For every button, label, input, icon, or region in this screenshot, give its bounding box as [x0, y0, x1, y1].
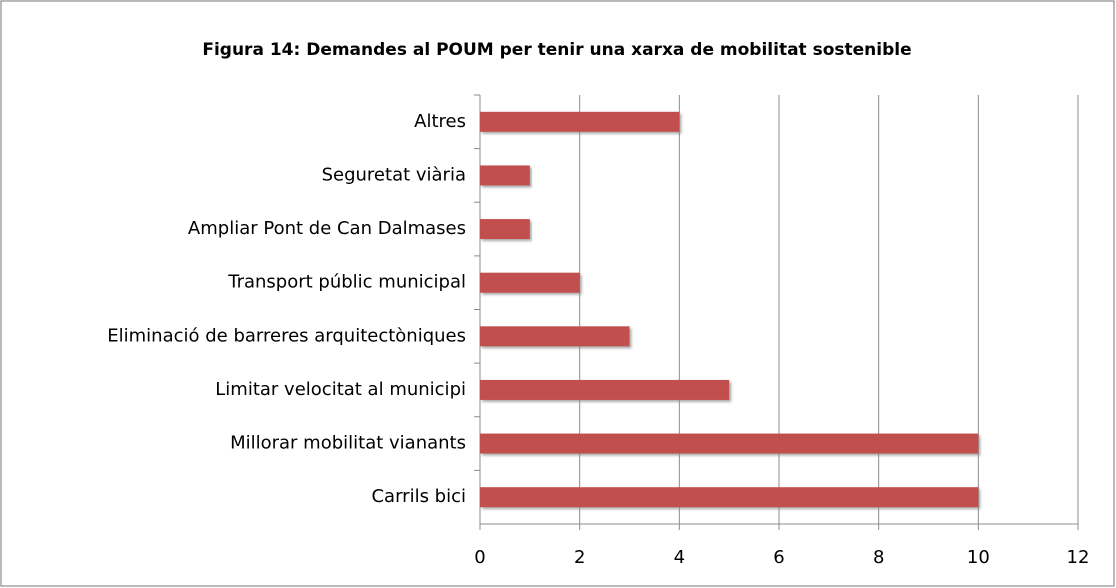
y-tick-label: Eliminació de barreres arquitectòniques — [107, 325, 466, 346]
bar — [480, 487, 979, 508]
bar — [480, 111, 680, 132]
y-tick-label: Ampliar Pont de Can Dalmases — [188, 218, 466, 239]
y-tick-label: Seguretat viària — [322, 164, 466, 185]
x-tick-label: 6 — [773, 547, 784, 568]
x-tick-label: 10 — [967, 547, 990, 568]
chart-title: Figura 14: Demandes al POUM per tenir un… — [202, 40, 911, 60]
x-tick-label: 12 — [1067, 547, 1090, 568]
x-tick-label: 4 — [674, 547, 685, 568]
bar — [480, 219, 530, 240]
y-tick-label: Millorar mobilitat vianants — [230, 433, 466, 454]
bar — [480, 326, 630, 347]
y-tick-label: Transport públic municipal — [227, 272, 466, 293]
x-tick-label: 8 — [873, 547, 884, 568]
bar — [480, 433, 979, 454]
y-tick-label: Altres — [414, 111, 466, 132]
bar — [480, 165, 530, 186]
x-tick-label: 0 — [474, 547, 485, 568]
bar — [480, 379, 730, 400]
y-tick-label: Limitar velocitat al municipi — [215, 379, 466, 400]
x-tick-label: 2 — [574, 547, 585, 568]
bar — [480, 272, 580, 293]
y-tick-label: Carrils bici — [371, 486, 466, 507]
